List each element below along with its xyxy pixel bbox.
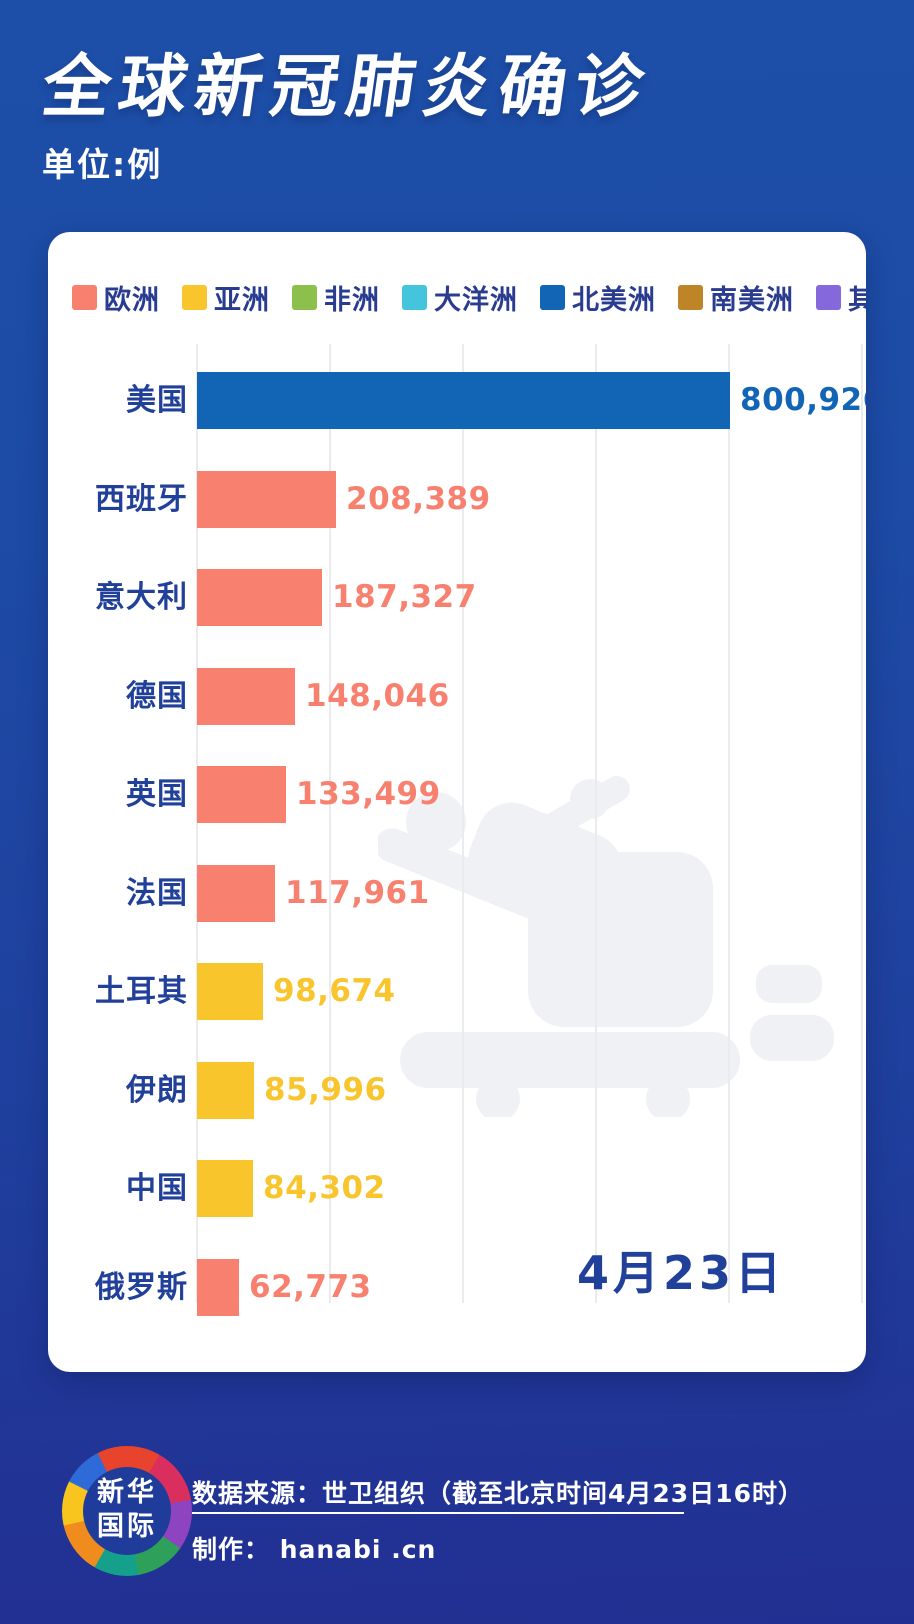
bar-label: 美国 [126, 383, 188, 418]
page-title: 全球新冠肺炎确诊 [37, 48, 657, 127]
gridline [861, 344, 863, 1303]
bar-label: 俄罗斯 [95, 1270, 188, 1305]
bar [197, 569, 322, 626]
bar-value: 117,961 [285, 875, 430, 911]
bar-value: 148,046 [305, 678, 450, 714]
bar-value: 62,773 [249, 1269, 372, 1305]
bar-rows: 美国 800,926 西班牙 208,389 意大利 187,327 德国 14… [48, 372, 866, 1372]
bar-value: 208,389 [346, 481, 491, 517]
bar-value: 800,926 [740, 382, 866, 418]
bar-label: 伊朗 [126, 1073, 188, 1108]
bar [197, 372, 730, 429]
legend-label: 亚洲 [214, 285, 270, 316]
legend-label: 其他 [848, 285, 866, 316]
bar-label: 土耳其 [95, 974, 188, 1009]
logo-line2: 国际 [97, 1510, 157, 1542]
gridline [728, 344, 730, 1303]
bar-value: 187,327 [332, 579, 477, 615]
chart-card: 欧洲 亚洲 非洲 大洋洲 北美洲 南美洲 其他 [48, 232, 866, 1372]
bar-label: 意大利 [95, 580, 188, 615]
bar-row: 法国 117,961 [48, 865, 866, 922]
gridline [196, 344, 198, 1303]
legend-label: 北美洲 [572, 285, 656, 316]
bar-row: 西班牙 208,389 [48, 471, 866, 528]
bar-value: 85,996 [264, 1072, 387, 1108]
bar-row: 中国 84,302 [48, 1160, 866, 1217]
maker-text: 制作： hanabi .cn [192, 1535, 437, 1564]
bar-value: 133,499 [296, 776, 441, 812]
bar-label: 英国 [126, 777, 188, 812]
bar [197, 668, 295, 725]
bar-label: 德国 [126, 679, 188, 714]
legend-label: 欧洲 [104, 285, 160, 316]
bar-row: 意大利 187,327 [48, 569, 866, 626]
gridline [595, 344, 597, 1303]
hospital-bed-watermark-icon [378, 776, 834, 1117]
legend-label: 非洲 [324, 285, 380, 316]
legend-swatch-icon [182, 285, 207, 310]
legend-swatch-icon [816, 285, 841, 310]
chart-date: 4月23日 [576, 1246, 785, 1300]
legend: 欧洲 亚洲 非洲 大洋洲 北美洲 南美洲 其他 [72, 278, 866, 317]
footer-divider [192, 1512, 684, 1514]
legend-swatch-icon [292, 285, 317, 310]
legend-label: 南美洲 [710, 285, 794, 316]
bar [197, 865, 275, 922]
legend-item: 欧洲 [72, 278, 160, 317]
bar [197, 1160, 253, 1217]
legend-item: 非洲 [292, 278, 380, 317]
bar-label: 法国 [126, 876, 188, 911]
bar-value: 84,302 [263, 1170, 386, 1206]
bar-row: 美国 800,926 [48, 372, 866, 429]
bar [197, 471, 336, 528]
bar [197, 766, 286, 823]
legend-item: 南美洲 [678, 278, 794, 317]
unit-label: 单位:例 [42, 145, 163, 184]
bar-row: 德国 148,046 [48, 668, 866, 725]
legend-swatch-icon [402, 285, 427, 310]
bar-row: 土耳其 98,674 [48, 963, 866, 1020]
bar-row: 伊朗 85,996 [48, 1062, 866, 1119]
bar-row: 俄罗斯 62,773 [48, 1259, 866, 1316]
bar [197, 1062, 254, 1119]
bar-label: 西班牙 [95, 482, 188, 517]
legend-swatch-icon [678, 285, 703, 310]
bar [197, 1259, 239, 1316]
data-source-text: 数据来源：世卫组织（截至北京时间4月23日16时） [192, 1479, 804, 1508]
legend-item: 北美洲 [540, 278, 656, 317]
legend-item: 亚洲 [182, 278, 270, 317]
xinhua-logo-ring-icon [62, 1446, 192, 1576]
gridline [462, 344, 464, 1303]
bar-label: 中国 [126, 1171, 188, 1206]
bar-row: 英国 133,499 [48, 766, 866, 823]
gridline [329, 344, 331, 1303]
xinhua-logo-text: 新华 国际 [62, 1476, 192, 1544]
logo-line1: 新华 [97, 1477, 157, 1508]
legend-swatch-icon [72, 285, 97, 310]
legend-swatch-icon [540, 285, 565, 310]
bar-value: 98,674 [273, 973, 396, 1009]
legend-item: 其他 [816, 278, 866, 317]
grid [196, 344, 863, 1303]
bar [197, 963, 263, 1020]
legend-item: 大洋洲 [402, 278, 518, 317]
legend-label: 大洋洲 [434, 285, 518, 316]
